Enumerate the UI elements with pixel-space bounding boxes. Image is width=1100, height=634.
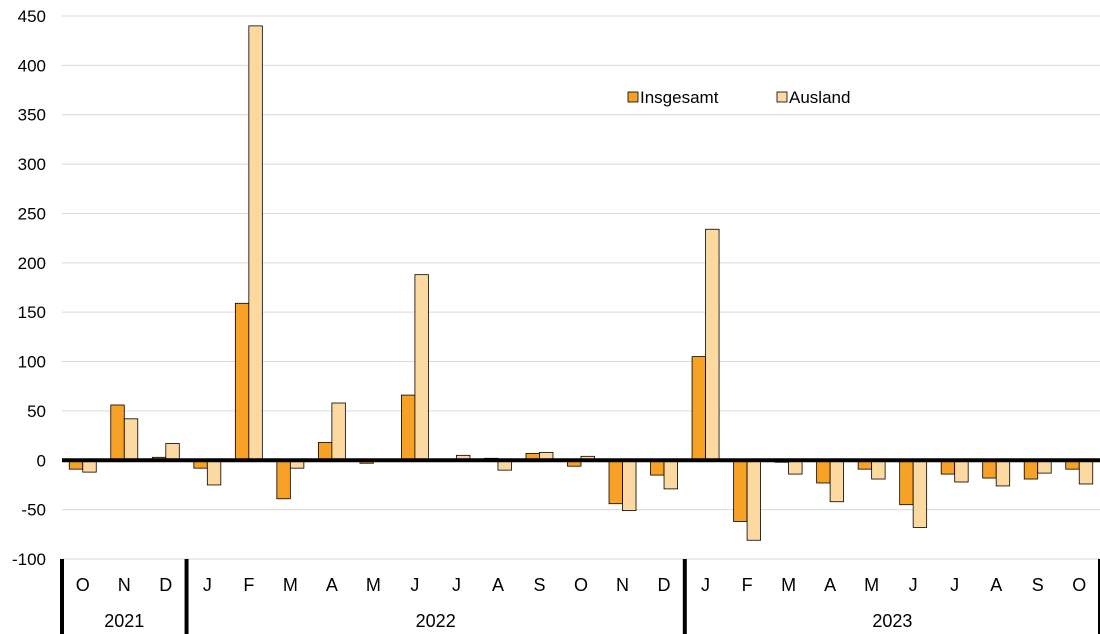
x-tick-label: A [326, 575, 338, 595]
legend-label: Ausland [789, 88, 850, 107]
x-tick-label: M [366, 575, 381, 595]
legend-swatch [627, 91, 639, 103]
y-tick-label: 150 [18, 303, 46, 322]
x-tick-label: M [864, 575, 879, 595]
bar-ausland [123, 418, 139, 461]
bar-insgesamt [816, 459, 831, 484]
x-tick-label: A [492, 575, 504, 595]
x-tick-label: O [76, 575, 90, 595]
x-tick-label: J [950, 575, 959, 595]
y-tick-label: 250 [18, 204, 46, 223]
x-tick-label: A [990, 575, 1002, 595]
legend-label: Insgesamt [640, 88, 719, 107]
x-tick-label: S [533, 575, 545, 595]
bar-insgesamt [691, 356, 706, 461]
bar-ausland [871, 459, 886, 480]
legend: Insgesamt Ausland [627, 88, 850, 107]
year-label: 2022 [416, 611, 456, 631]
y-tick-label: 400 [18, 56, 46, 75]
x-axis: O N D J F M A M J J A S O N D J F M A M J J A S O 2021 2022 2023 [60, 559, 1100, 634]
bar-ausland [705, 228, 720, 461]
y-tick-label: 50 [27, 402, 46, 421]
x-tick-label: J [909, 575, 918, 595]
x-tick-label: M [283, 575, 298, 595]
y-tick-label: 100 [18, 353, 46, 372]
bar-insgesamt [276, 459, 291, 500]
bar-insgesamt [940, 459, 956, 475]
bar-ausland [829, 459, 845, 503]
y-axis: -100 -50 0 50 100 150 200 250 300 350 400 450 [12, 7, 46, 569]
x-tick-label: J [701, 575, 710, 595]
bar-ausland [622, 459, 637, 512]
bar-ausland [746, 459, 761, 541]
legend-swatch [776, 91, 788, 103]
x-tick-label: O [574, 575, 588, 595]
bar-ausland [788, 459, 803, 475]
x-tick-label: F [243, 575, 254, 595]
x-tick-label: M [781, 575, 796, 595]
bar-insgesamt [1023, 459, 1039, 480]
x-tick-label: N [118, 575, 131, 595]
x-tick-label: O [1072, 575, 1086, 595]
bar-ausland [165, 443, 180, 461]
bar-ausland [912, 459, 928, 528]
bar-insgesamt [650, 459, 665, 476]
year-label: 2021 [104, 611, 144, 631]
bar-ausland [663, 459, 678, 490]
bar-insgesamt [733, 459, 748, 522]
bar-ausland [995, 459, 1011, 487]
x-tick-label: N [616, 575, 629, 595]
x-tick-label: A [824, 575, 836, 595]
x-tick-label: J [203, 575, 212, 595]
bar-insgesamt [317, 442, 333, 461]
bar-insgesamt [110, 404, 125, 461]
bar-insgesamt [234, 302, 250, 461]
x-tick-label: F [742, 575, 753, 595]
bar-ausland [1078, 459, 1094, 485]
x-tick-label: J [452, 575, 461, 595]
y-tick-label: 200 [18, 254, 46, 273]
x-tick-label: S [1032, 575, 1044, 595]
y-tick-label: 450 [18, 7, 46, 26]
bar-ausland [331, 402, 346, 461]
year-label: 2023 [872, 611, 912, 631]
x-tick-label: D [658, 575, 671, 595]
y-tick-label: 300 [18, 155, 46, 174]
bar-ausland [248, 25, 263, 461]
bar-insgesamt [401, 394, 416, 461]
bar-ausland [206, 459, 222, 486]
x-tick-label: J [410, 575, 419, 595]
bars [68, 25, 1094, 541]
bar-ausland [954, 459, 969, 483]
y-tick-label: 0 [37, 451, 46, 470]
bar-insgesamt [899, 459, 914, 506]
y-tick-label: -100 [12, 550, 46, 569]
bar-insgesamt [982, 459, 997, 479]
bar-insgesamt [608, 459, 623, 505]
x-tick-label: D [159, 575, 172, 595]
y-tick-label: 350 [18, 106, 46, 125]
y-tick-label: -50 [21, 501, 46, 520]
bar-ausland [414, 274, 429, 461]
